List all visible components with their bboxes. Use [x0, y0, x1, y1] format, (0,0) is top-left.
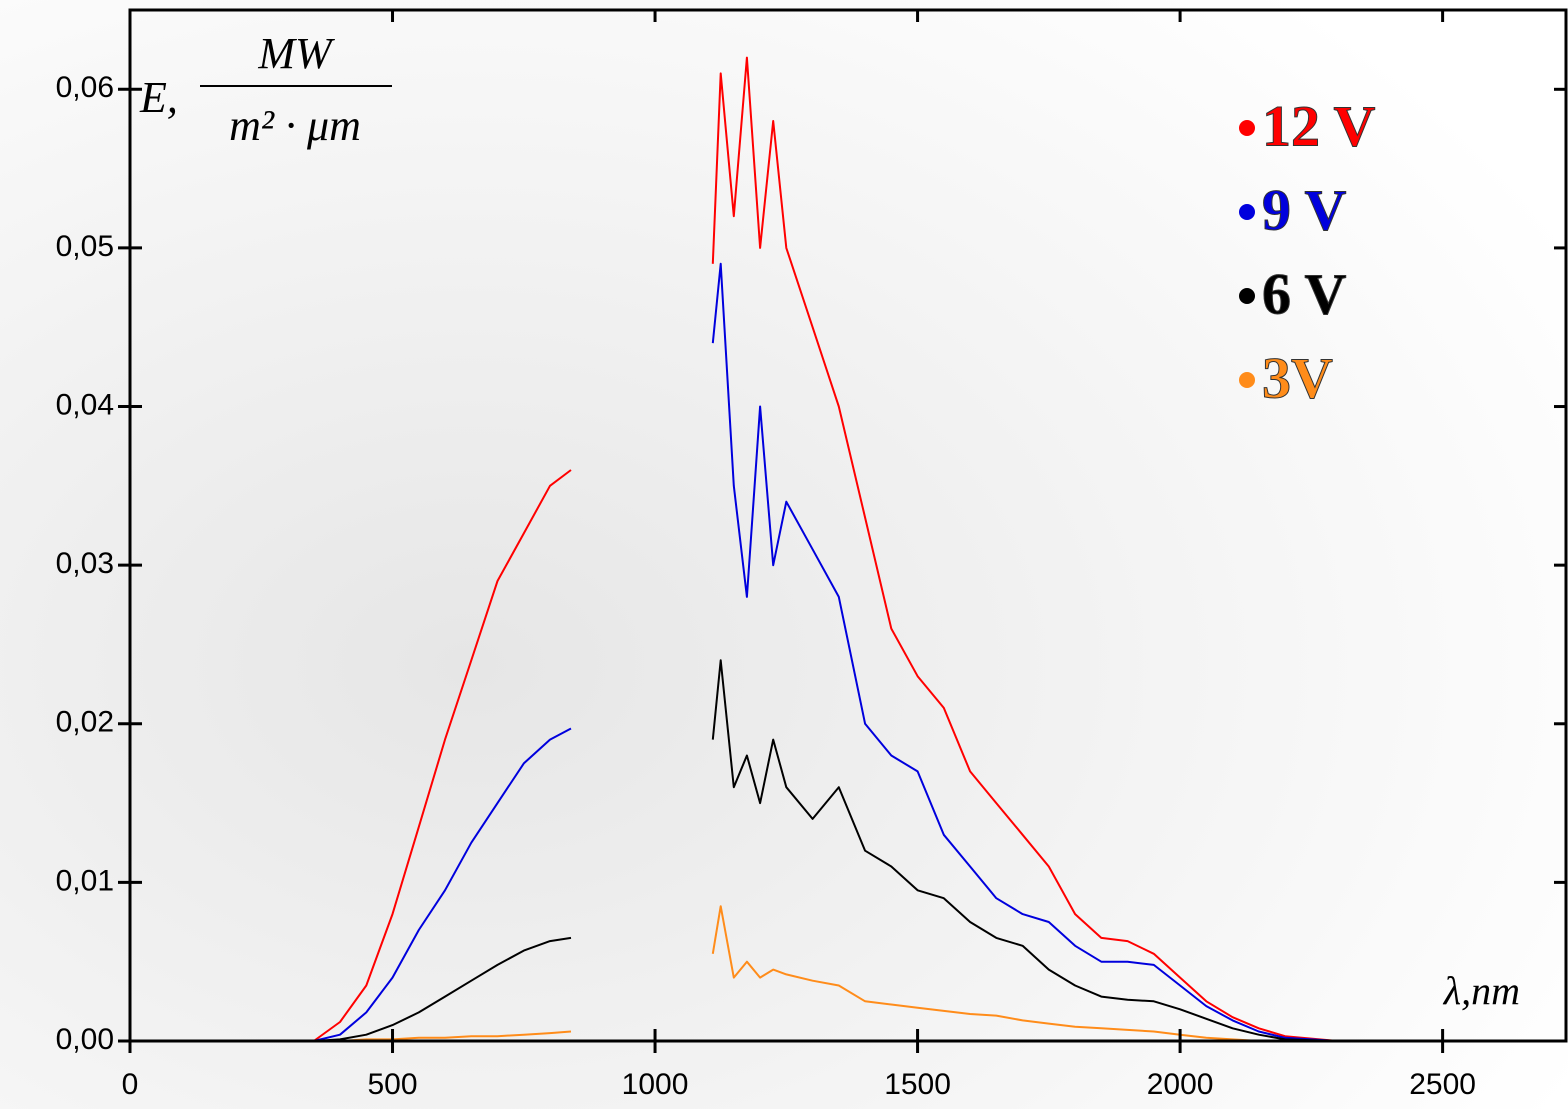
- x-tick-label: 2000: [1147, 1068, 1214, 1101]
- x-label: λ,nm: [1443, 968, 1520, 1013]
- x-tick-label: 1500: [884, 1068, 951, 1101]
- x-tick-label: 500: [367, 1068, 417, 1101]
- y-label-symbol: E,: [139, 73, 178, 122]
- y-label-denominator: m² · μm: [229, 101, 361, 150]
- plot-frame: [128, 8, 1568, 1043]
- y-tick-label: 0,04: [56, 388, 114, 421]
- y-label-numerator: MW: [257, 29, 335, 78]
- y-tick-label: 0,02: [56, 706, 114, 739]
- legend-label: 9 V: [1262, 177, 1346, 242]
- y-tick-label: 0,06: [56, 71, 114, 104]
- y-tick-label: 0,03: [56, 547, 114, 580]
- y-tick-label: 0,05: [56, 230, 114, 263]
- y-tick-label: 0,01: [56, 864, 114, 897]
- series-line: [313, 56, 1443, 1042]
- series-line: [313, 262, 1443, 1042]
- x-tick-label: 0: [122, 1068, 139, 1101]
- legend-marker: [1239, 204, 1255, 220]
- legend-label: 3V: [1262, 345, 1333, 410]
- x-tick-label: 2500: [1409, 1068, 1476, 1101]
- legend-label: 6 V: [1262, 261, 1346, 326]
- legend-marker: [1239, 120, 1255, 136]
- legend-marker: [1239, 372, 1255, 388]
- series-line: [313, 659, 1443, 1042]
- y-tick-label: 0,00: [56, 1023, 114, 1056]
- legend-label: 12 V: [1262, 93, 1375, 158]
- legend-marker: [1239, 288, 1255, 304]
- x-tick-label: 1000: [622, 1068, 689, 1101]
